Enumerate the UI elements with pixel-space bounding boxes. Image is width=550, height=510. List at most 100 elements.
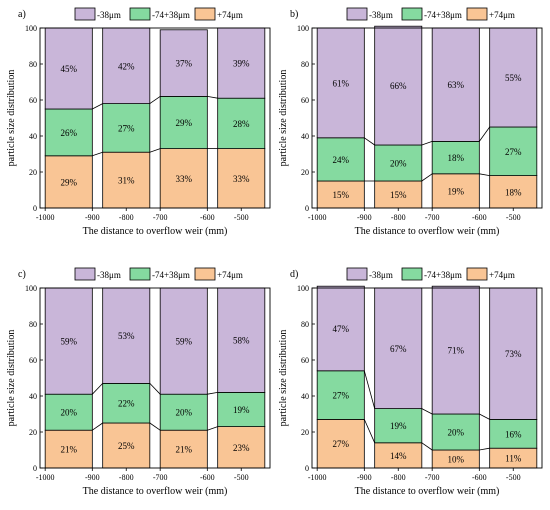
- bar-segment: [217, 148, 266, 209]
- connector-line: [149, 383, 161, 395]
- data-label: 29%: [176, 118, 193, 128]
- legend-label: -38μm: [369, 10, 393, 20]
- y-tick-label: 0: [33, 464, 37, 473]
- y-tick-label: 40: [29, 392, 37, 401]
- x-axis-label: The distance to overflow weir (mm): [355, 486, 500, 497]
- bar-segment: [489, 27, 538, 128]
- bar-segment: [316, 27, 365, 139]
- legend-label: -74+38μm: [152, 10, 190, 20]
- x-tick-label: -500: [506, 473, 521, 482]
- plot-frame: [39, 27, 271, 209]
- data-label: 73%: [505, 349, 522, 359]
- connector-line: [421, 442, 433, 451]
- data-label: 37%: [176, 59, 193, 69]
- x-axis-label: The distance to overflow weir (mm): [83, 226, 228, 237]
- data-label: 15%: [333, 190, 350, 200]
- x-tick-label: -500: [506, 213, 521, 222]
- x-tick-label: -900: [357, 213, 372, 222]
- x-tick-label: -700: [153, 473, 168, 482]
- bar-segment: [431, 27, 480, 142]
- x-tick-label: -1000: [36, 213, 55, 222]
- data-label: 27%: [333, 439, 350, 449]
- x-tick-label: -900: [85, 213, 100, 222]
- y-tick-label: 80: [301, 320, 309, 329]
- data-label: 59%: [176, 337, 193, 347]
- y-tick-label: 80: [29, 320, 37, 329]
- legend-swatch: [346, 267, 368, 281]
- y-tick-label: 0: [305, 464, 309, 473]
- bar-segment: [44, 287, 93, 395]
- bar-segment: [431, 285, 480, 415]
- y-tick-label: 40: [301, 132, 309, 141]
- data-label: 20%: [390, 159, 407, 169]
- y-tick-label: 60: [301, 356, 309, 365]
- bar-segment: [217, 287, 266, 393]
- panel-label: b): [290, 9, 298, 20]
- panel-label: a): [18, 9, 26, 20]
- data-label: 31%: [118, 176, 135, 186]
- y-tick-label: 100: [25, 24, 37, 33]
- data-label: 67%: [390, 344, 407, 354]
- data-label: 55%: [505, 73, 522, 83]
- chart-panel-4: 27% 27% 47% 14% 19% 67% 10% 20% 71% 11% 16% 73% 0 20 4…: [278, 267, 543, 497]
- data-label: 39%: [233, 59, 250, 69]
- connector-line: [207, 426, 218, 431]
- chart-panel-2: 15% 24% 61% 15% 20% 66% 19% 18% 63% 18% 27% 55% 0 20 4…: [278, 7, 543, 237]
- plot-frame: [311, 27, 543, 209]
- y-tick-label: 80: [301, 60, 309, 69]
- x-axis-label: The distance to overflow weir (mm): [355, 226, 500, 237]
- y-axis-label: particle size distribution: [278, 70, 289, 167]
- y-axis-label: particle size distribution: [6, 330, 17, 427]
- x-tick-label: -800: [391, 473, 406, 482]
- legend-label: +74μm: [217, 270, 243, 280]
- bar-segment: [217, 27, 266, 99]
- connector-line: [364, 137, 375, 146]
- legend-swatch: [401, 267, 423, 281]
- legend-swatch: [129, 267, 151, 281]
- connector-line: [479, 173, 490, 176]
- data-label: 33%: [176, 174, 193, 184]
- connector-line: [363, 370, 376, 409]
- data-label: 58%: [233, 336, 250, 346]
- connector-line: [92, 383, 103, 395]
- legend-label: -38μm: [369, 270, 393, 280]
- data-label: 27%: [505, 147, 522, 157]
- x-tick-label: -500: [234, 213, 249, 222]
- legend-swatch: [466, 267, 488, 281]
- bar-segment: [431, 413, 480, 451]
- y-tick-label: 60: [29, 96, 37, 105]
- connector-line: [92, 422, 103, 431]
- y-tick-label: 100: [297, 24, 309, 33]
- legend-swatch: [194, 267, 216, 281]
- x-tick-label: -500: [234, 473, 249, 482]
- data-label: 26%: [61, 128, 78, 138]
- bar-segment: [316, 285, 365, 372]
- data-label: 19%: [233, 405, 250, 415]
- data-label: 59%: [61, 337, 78, 347]
- legend-label: -74+38μm: [424, 10, 462, 20]
- connector-line: [421, 408, 433, 415]
- bar-segment: [374, 25, 423, 146]
- x-tick-label: -600: [200, 473, 215, 482]
- bar-segment: [102, 383, 151, 424]
- legend-label: -38μm: [97, 10, 121, 20]
- connector-line: [149, 148, 161, 153]
- data-label: 20%: [448, 428, 465, 438]
- data-label: 45%: [61, 64, 78, 74]
- chart-panel-1: 29% 26% 45% 31% 27% 42% 33% 29% 37% 33% 28% 39% 0 20 4…: [6, 7, 271, 237]
- data-label: 15%: [390, 190, 407, 200]
- data-label: 21%: [176, 445, 193, 455]
- data-label: 27%: [118, 123, 135, 133]
- legend-label: +74μm: [217, 10, 243, 20]
- connector-line: [363, 419, 376, 443]
- x-tick-label: -800: [119, 213, 134, 222]
- y-tick-label: 100: [25, 284, 37, 293]
- y-tick-label: 80: [29, 60, 37, 69]
- bar-segment: [159, 429, 208, 469]
- x-tick-label: -1000: [36, 473, 55, 482]
- y-tick-label: 60: [29, 356, 37, 365]
- y-tick-label: 20: [29, 168, 37, 177]
- connector-line: [479, 413, 490, 420]
- data-label: 23%: [233, 443, 250, 453]
